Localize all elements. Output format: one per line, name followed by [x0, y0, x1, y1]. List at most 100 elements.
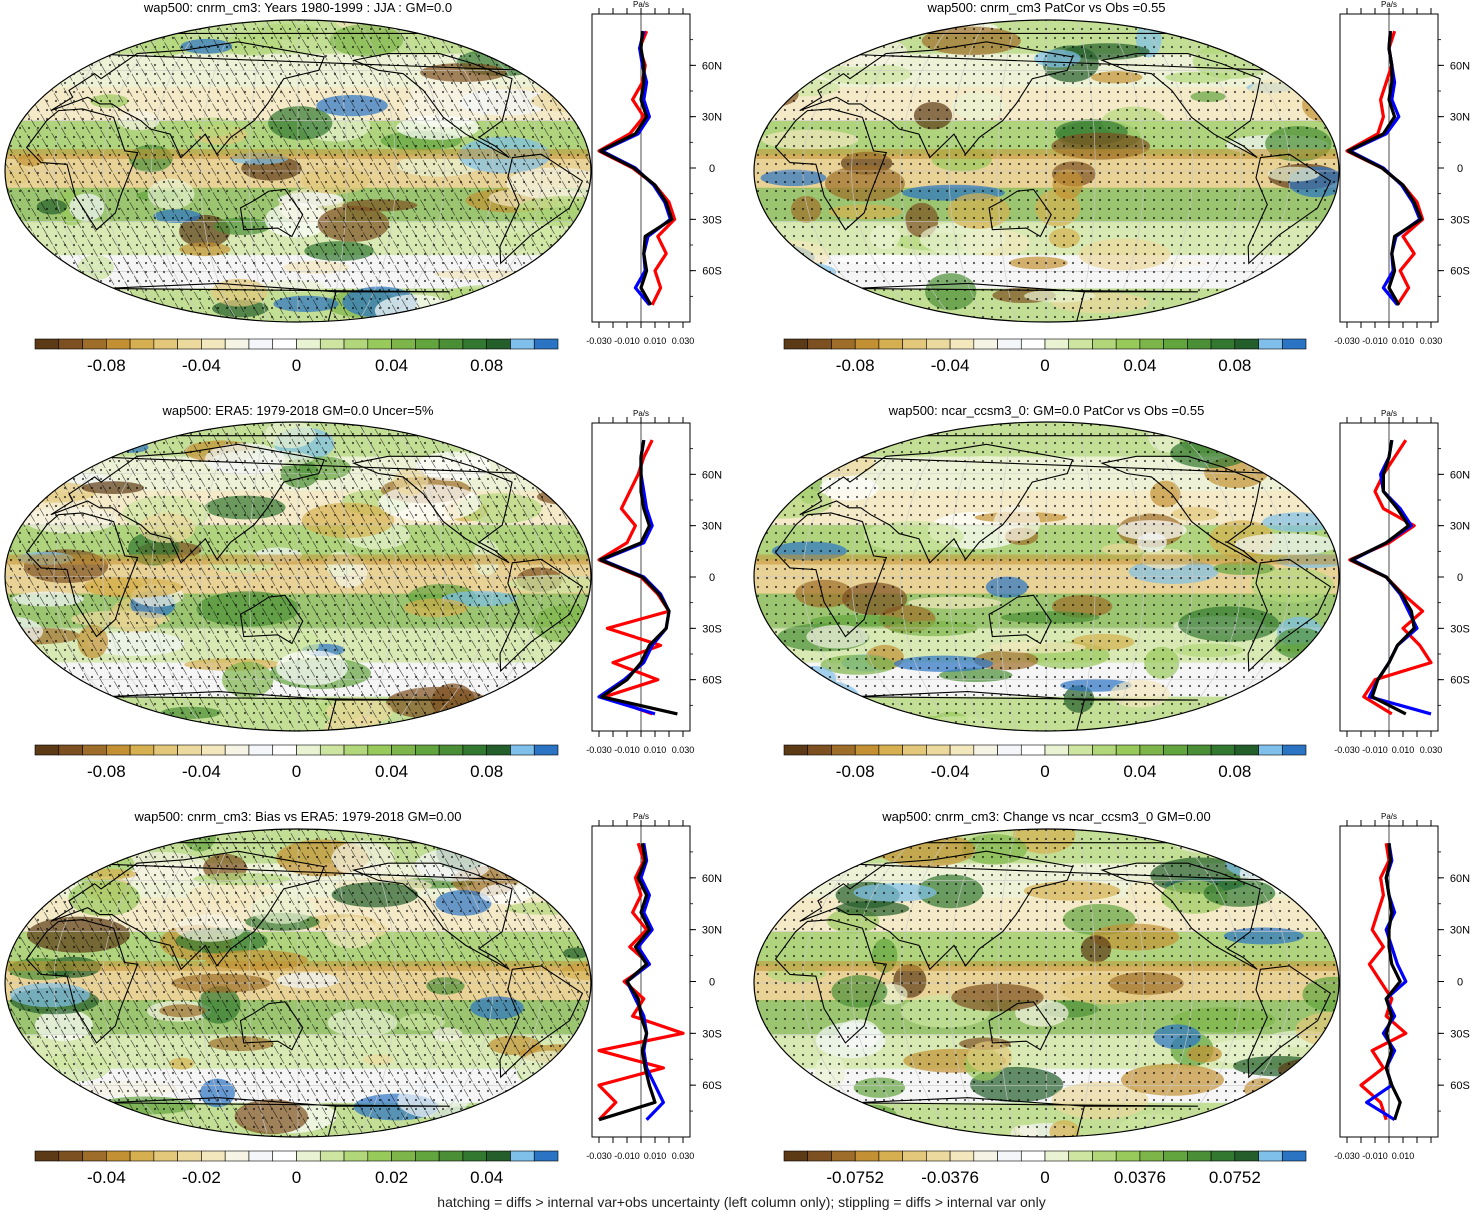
- colorbar-swatch: [783, 1150, 809, 1162]
- colorbar-5: -0.04 -0.02 0 0.02 0.04: [34, 1150, 559, 1187]
- y-tick-label: 60N: [702, 873, 722, 885]
- colorbar-swatch: [854, 1150, 880, 1162]
- colorbar-swatch: [807, 744, 832, 756]
- colorbar-swatch: [1281, 744, 1307, 756]
- hatching: [5, 422, 591, 731]
- field-blob: [5, 836, 94, 850]
- map-panel-1: wap500: cnrm_cm3: Years 1980-1999 : JJA …: [4, 0, 592, 323]
- x-tick-label: 0.010: [644, 1151, 667, 1161]
- colorbar-swatch: [129, 338, 155, 350]
- colorbar-swatch: [926, 1150, 951, 1162]
- colorbar-swatch: [533, 1150, 559, 1162]
- profile-series-3: [598, 843, 657, 1122]
- colorbar-swatch: [248, 1150, 274, 1162]
- colorbar-swatch: [129, 744, 155, 756]
- colorbar-tick-label: 0.04: [1123, 356, 1156, 375]
- colorbar-swatch: [438, 338, 464, 350]
- colorbar-swatch: [1258, 744, 1283, 756]
- colorbar-swatch: [343, 1150, 369, 1162]
- colorbar-3: -0.08 -0.04 0 0.04 0.08: [34, 744, 559, 781]
- field-blob: [1267, 271, 1311, 309]
- field-blob: [1272, 877, 1336, 891]
- colorbar-swatch: [1068, 1150, 1093, 1162]
- colorbar-tick-label: -0.08: [87, 762, 126, 781]
- colorbar-swatch: [1139, 338, 1164, 350]
- colorbar-swatch: [272, 1150, 297, 1162]
- colorbar-swatch: [1115, 744, 1141, 756]
- y-tick-label: 60N: [1450, 873, 1470, 885]
- colorbar-swatch: [1115, 1150, 1141, 1162]
- x-tick-label: 0.030: [672, 745, 695, 755]
- field-blob: [523, 679, 554, 707]
- colorbar-tick-label: 0.0376: [1114, 1168, 1166, 1187]
- colorbar-tick-label: 0.04: [375, 762, 408, 781]
- colorbar-swatch: [106, 338, 131, 350]
- map-title: wap500: cnrm_cm3: Change vs ncar_ccsm3_0…: [881, 809, 1210, 824]
- x-tick-label: -0.030: [1334, 1151, 1360, 1161]
- map-title: wap500: cnrm_cm3: Years 1980-1999 : JJA …: [143, 0, 452, 15]
- colorbar-swatch: [462, 744, 487, 756]
- colorbar-swatch: [1187, 744, 1212, 756]
- colorbar-swatch: [319, 338, 345, 350]
- hatching: [5, 20, 591, 322]
- colorbar-swatch: [902, 1150, 927, 1162]
- x-tick-label: -0.010: [1362, 336, 1388, 346]
- profile-series-1: [1359, 843, 1408, 1121]
- colorbar-swatch: [1068, 338, 1093, 350]
- colorbar-swatch: [201, 744, 226, 756]
- profile-series-3: [1384, 843, 1402, 1121]
- colorbar-swatch: [1163, 744, 1188, 756]
- colorbar-swatch: [831, 744, 856, 756]
- colorbar-swatch: [997, 744, 1022, 756]
- colorbar-swatch: [34, 1150, 60, 1162]
- colorbar-swatch: [391, 1150, 416, 1162]
- colorbar-swatch: [878, 338, 903, 350]
- colorbar-swatch: [1020, 338, 1046, 350]
- stippling: [754, 422, 1339, 731]
- zonal-profile-2: -0.030 -0.010 0.010 0.030 Pa/s 60N 30N 0 30S 60S: [1334, 0, 1470, 346]
- profile-series-3: [598, 30, 674, 306]
- stippling: [754, 20, 1339, 322]
- x-tick-label: 0.030: [1420, 336, 1443, 346]
- field-blob: [754, 1088, 800, 1115]
- colorbar-tick-label: 0.08: [470, 762, 503, 781]
- colorbar-swatch: [510, 744, 535, 756]
- x-tick-label: -0.030: [586, 745, 612, 755]
- colorbar-swatch: [415, 1150, 440, 1162]
- colorbar-1: -0.08 -0.04 0 0.04 0.08: [34, 338, 559, 375]
- colorbar-swatch: [367, 744, 392, 756]
- zonal-profile-5: -0.030 -0.010 0.010 0.030 Pa/s 60N 30N 0 30S 60S: [586, 812, 722, 1161]
- profile-series-3: [1349, 439, 1416, 716]
- colorbar-swatch: [415, 744, 440, 756]
- field-blob: [754, 291, 824, 311]
- field-blob: [499, 422, 566, 440]
- x-tick-label: 0.010: [1392, 1151, 1415, 1161]
- colorbar-swatch: [462, 338, 487, 350]
- field-blob: [490, 282, 587, 308]
- colorbar-swatch: [177, 744, 202, 756]
- field-blob: [768, 684, 854, 708]
- colorbar-tick-label: 0.04: [375, 356, 408, 375]
- colorbar-tick-label: -0.04: [182, 762, 221, 781]
- colorbar-swatch: [153, 1150, 178, 1162]
- colorbar-tick-label: -0.02: [182, 1168, 221, 1187]
- colorbar-tick-label: -0.0752: [826, 1168, 884, 1187]
- colorbar-swatch: [1234, 1150, 1259, 1162]
- colorbar-swatch: [58, 1150, 83, 1162]
- x-tick-label: 0.030: [672, 1151, 695, 1161]
- colorbar-swatch: [807, 338, 832, 350]
- y-tick-label: 60N: [702, 60, 722, 72]
- colorbar-swatch: [1210, 1150, 1236, 1162]
- field-blob: [37, 283, 69, 310]
- colorbar-swatch: [1210, 338, 1236, 350]
- x-tick-label: 0.030: [1420, 745, 1443, 755]
- colorbar-swatch: [878, 744, 903, 756]
- colorbar-swatch: [224, 744, 250, 756]
- colorbar-swatch: [949, 744, 975, 756]
- colorbar-swatch: [831, 1150, 856, 1162]
- colorbar-swatch: [391, 744, 416, 756]
- colorbar-swatch: [129, 1150, 155, 1162]
- y-tick-label: 30S: [702, 623, 722, 635]
- colorbar-swatch: [1020, 1150, 1046, 1162]
- y-tick-label: 30S: [1450, 623, 1470, 635]
